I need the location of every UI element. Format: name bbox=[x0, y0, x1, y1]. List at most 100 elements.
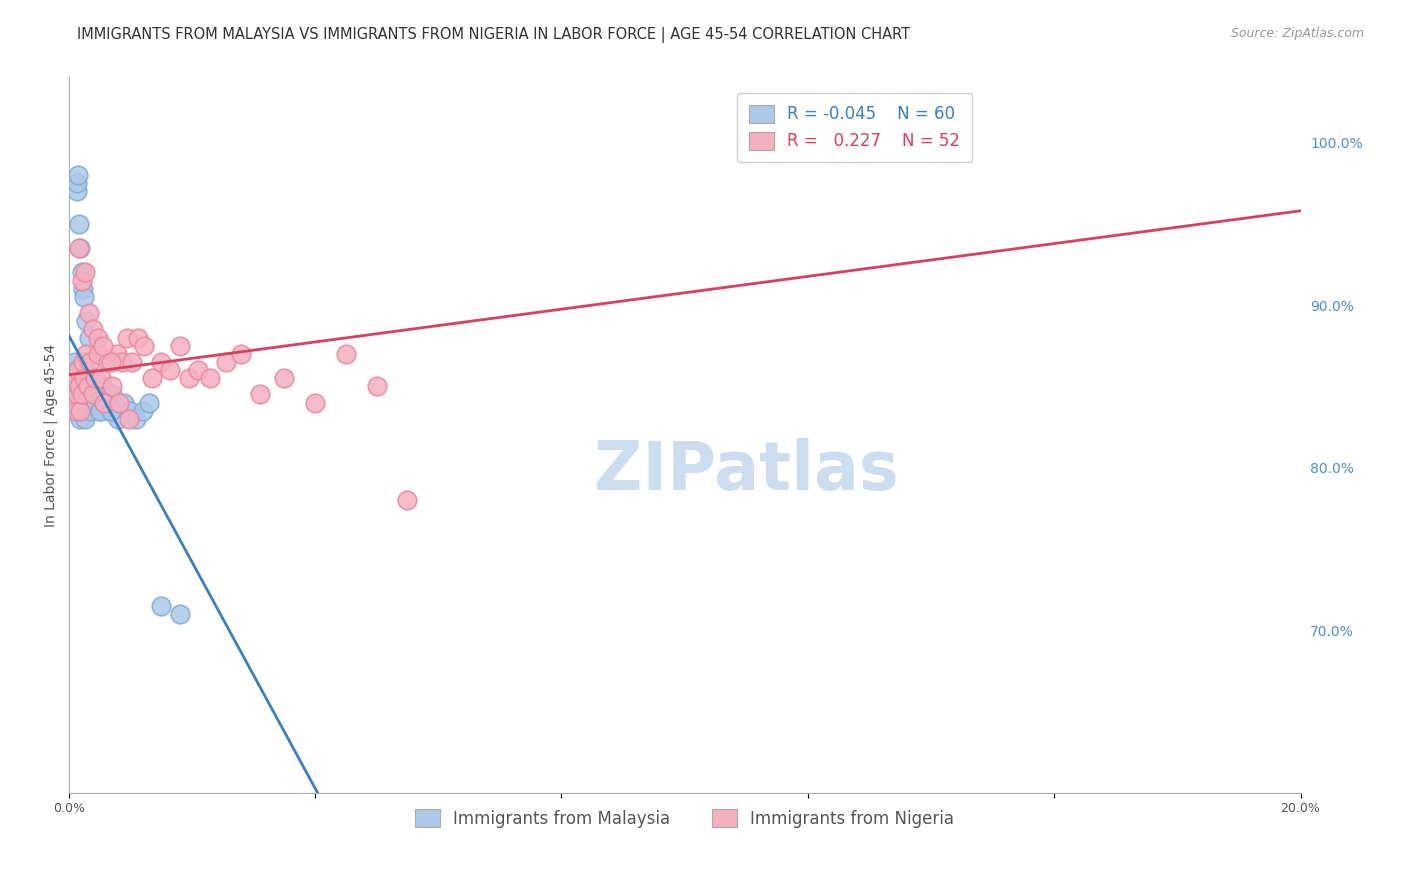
Point bbox=[105, 347, 128, 361]
Point bbox=[67, 379, 90, 393]
Point bbox=[91, 379, 114, 393]
Text: IMMIGRANTS FROM MALAYSIA VS IMMIGRANTS FROM NIGERIA IN LABOR FORCE | AGE 45-54 C: IMMIGRANTS FROM MALAYSIA VS IMMIGRANTS F… bbox=[77, 27, 911, 43]
Point bbox=[79, 403, 101, 417]
Point bbox=[73, 290, 96, 304]
Point bbox=[249, 387, 271, 401]
Point bbox=[93, 395, 115, 409]
Point bbox=[69, 241, 91, 255]
Point bbox=[62, 363, 84, 377]
Text: Source: ZipAtlas.com: Source: ZipAtlas.com bbox=[1230, 27, 1364, 40]
Point bbox=[131, 403, 153, 417]
Point bbox=[94, 395, 117, 409]
Point bbox=[75, 363, 97, 377]
Point bbox=[62, 379, 84, 393]
Point bbox=[75, 314, 97, 328]
Point bbox=[93, 395, 115, 409]
Point bbox=[101, 379, 124, 393]
Point bbox=[75, 387, 97, 401]
Point bbox=[89, 403, 111, 417]
Point bbox=[69, 411, 91, 425]
Point bbox=[62, 395, 84, 409]
Point bbox=[335, 347, 357, 361]
Point bbox=[65, 379, 87, 393]
Point bbox=[77, 379, 100, 393]
Point bbox=[63, 395, 86, 409]
Point bbox=[63, 355, 86, 369]
Point bbox=[67, 379, 90, 393]
Point bbox=[141, 371, 163, 385]
Point bbox=[150, 599, 173, 613]
Point bbox=[63, 371, 86, 385]
Point bbox=[111, 355, 134, 369]
Point bbox=[100, 403, 122, 417]
Point bbox=[72, 355, 94, 369]
Point bbox=[150, 355, 173, 369]
Point bbox=[82, 387, 104, 401]
Point bbox=[90, 371, 112, 385]
Point bbox=[66, 168, 89, 182]
Legend: Immigrants from Malaysia, Immigrants from Nigeria: Immigrants from Malaysia, Immigrants fro… bbox=[408, 803, 962, 834]
Y-axis label: In Labor Force | Age 45-54: In Labor Force | Age 45-54 bbox=[44, 343, 58, 526]
Point bbox=[125, 411, 148, 425]
Point bbox=[187, 363, 209, 377]
Point bbox=[100, 355, 122, 369]
Point bbox=[73, 411, 96, 425]
Point bbox=[200, 371, 222, 385]
Point bbox=[304, 395, 326, 409]
Point bbox=[75, 265, 97, 279]
Point bbox=[112, 395, 135, 409]
Point bbox=[69, 403, 91, 417]
Point bbox=[82, 379, 104, 393]
Point bbox=[101, 387, 124, 401]
Point bbox=[70, 403, 93, 417]
Point bbox=[73, 379, 96, 393]
Point bbox=[66, 363, 89, 377]
Point bbox=[86, 330, 108, 344]
Point bbox=[108, 395, 131, 409]
Point bbox=[86, 395, 108, 409]
Point bbox=[75, 347, 97, 361]
Point bbox=[177, 371, 200, 385]
Point bbox=[72, 282, 94, 296]
Point bbox=[159, 363, 181, 377]
Point bbox=[66, 184, 89, 198]
Point bbox=[84, 387, 107, 401]
Point bbox=[63, 371, 86, 385]
Point bbox=[169, 338, 191, 352]
Point bbox=[231, 347, 253, 361]
Point bbox=[91, 338, 114, 352]
Point bbox=[89, 403, 111, 417]
Point bbox=[72, 395, 94, 409]
Point bbox=[273, 371, 295, 385]
Point bbox=[72, 274, 94, 288]
Point bbox=[67, 217, 90, 231]
Point bbox=[87, 347, 110, 361]
Point bbox=[84, 371, 107, 385]
Point bbox=[82, 387, 104, 401]
Text: ZIPatlas: ZIPatlas bbox=[593, 438, 898, 504]
Point bbox=[66, 176, 89, 190]
Point bbox=[132, 338, 155, 352]
Point bbox=[66, 387, 89, 401]
Point bbox=[77, 306, 100, 320]
Point bbox=[82, 379, 104, 393]
Point bbox=[396, 493, 419, 508]
Point bbox=[79, 355, 101, 369]
Point bbox=[97, 403, 120, 417]
Point bbox=[65, 403, 87, 417]
Point bbox=[70, 379, 93, 393]
Point bbox=[69, 387, 91, 401]
Point bbox=[72, 395, 94, 409]
Point bbox=[97, 355, 120, 369]
Point bbox=[77, 330, 100, 344]
Point bbox=[76, 395, 98, 409]
Point bbox=[66, 363, 89, 377]
Point bbox=[118, 411, 141, 425]
Point bbox=[66, 403, 89, 417]
Point bbox=[60, 387, 83, 401]
Point bbox=[82, 322, 104, 336]
Point bbox=[62, 395, 84, 409]
Point bbox=[366, 379, 388, 393]
Point bbox=[70, 387, 93, 401]
Point bbox=[66, 387, 89, 401]
